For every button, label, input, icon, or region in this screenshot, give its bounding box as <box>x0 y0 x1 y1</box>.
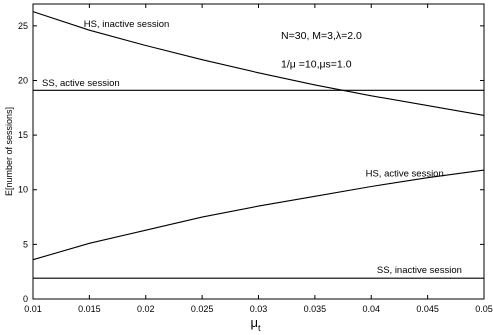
x-axis-label-main: μ <box>251 315 259 330</box>
series-line-2 <box>32 169 485 261</box>
x-tick-label: 0.035 <box>304 304 327 314</box>
series-lines <box>32 11 485 279</box>
x-tick-label: 0.05 <box>475 304 493 314</box>
series-line-0 <box>32 11 485 116</box>
y-tick-label: 0 <box>23 294 28 304</box>
x-axis-label: μt <box>251 315 262 333</box>
plot-frame <box>32 3 485 300</box>
x-tick-label: 0.045 <box>416 304 439 314</box>
y-tick-label: 15 <box>18 130 28 140</box>
series-label-3: SS, inactive session <box>377 265 462 276</box>
y-axis-ticks: 0 5 10 15 20 25 <box>18 21 484 304</box>
y-tick-label: 20 <box>18 75 28 85</box>
x-tick-label: 0.02 <box>137 304 155 314</box>
x-axis-label-subscript: t <box>258 323 261 333</box>
x-tick-label: 0.025 <box>191 304 214 314</box>
y-tick-label: 25 <box>18 21 28 31</box>
y-axis-label: E[number of sessions] <box>4 107 14 196</box>
x-tick-label: 0.01 <box>24 304 42 314</box>
annotation-params-line1: N=30, M=3,λ=2.0 <box>281 30 362 42</box>
chart-annotations: N=30, M=3,λ=2.0 1/μ =10,μs=1.0 <box>281 30 362 70</box>
plot-border <box>32 3 485 300</box>
x-tick-label: 0.03 <box>250 304 268 314</box>
series-label-2: HS, active session <box>366 169 444 180</box>
series-label-0: HS, inactive session <box>84 19 170 30</box>
x-axis-ticks: 0.01 0.015 0.02 0.025 0.03 0.035 0.04 0.045 0.05 <box>24 4 493 314</box>
x-tick-label: 0.015 <box>78 304 101 314</box>
series-label-1: SS, active session <box>42 78 120 89</box>
y-tick-label: 10 <box>18 185 28 195</box>
annotation-params-line2: 1/μ =10,μs=1.0 <box>281 58 352 70</box>
series-labels: HS, inactive session SS, active session HS… <box>42 19 462 276</box>
x-tick-label: 0.04 <box>362 304 380 314</box>
y-tick-label: 5 <box>23 239 28 249</box>
